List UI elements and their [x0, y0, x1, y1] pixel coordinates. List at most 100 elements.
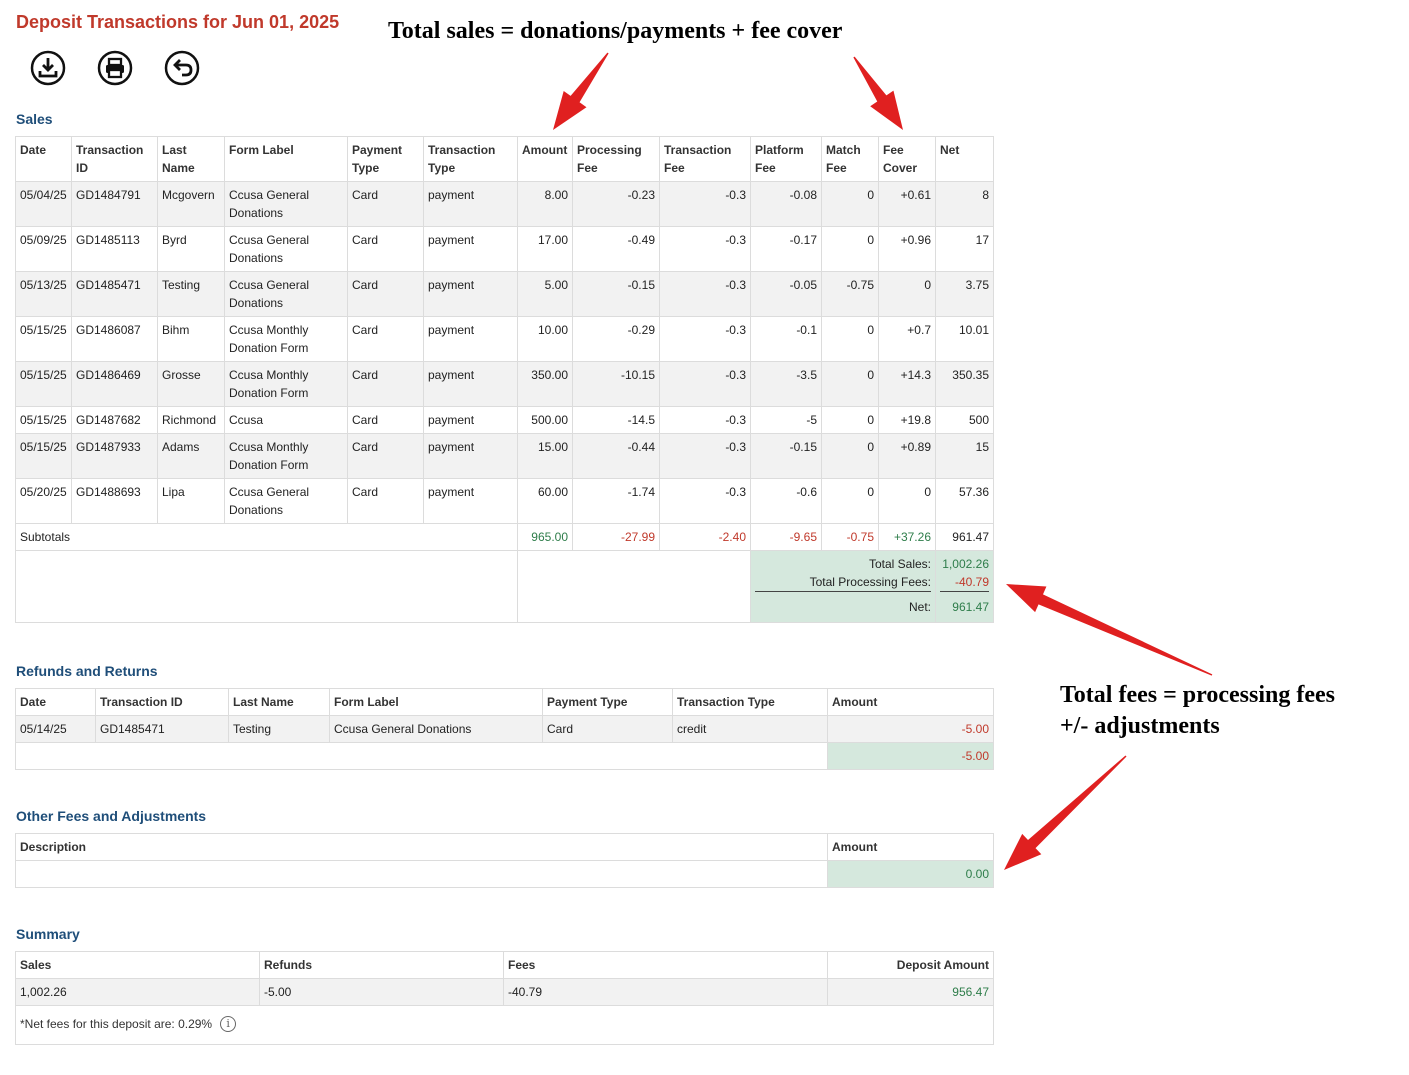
- summary-fees-value: -40.79: [503, 978, 828, 1006]
- sales-last-name: Lipa: [157, 478, 225, 524]
- refunds-col-payment-type[interactable]: Payment Type: [542, 688, 673, 716]
- sales-transaction-id: GD1485471: [71, 271, 158, 317]
- sales-date: 05/15/25: [15, 361, 72, 407]
- sales-transaction-fee: -0.3: [659, 478, 751, 524]
- col-transaction-fee[interactable]: Transaction Fee: [659, 136, 751, 182]
- net-value: 961.47: [952, 600, 989, 614]
- table-row: 05/15/25 GD1486469 Grosse Ccusa Monthly Dona…: [15, 361, 994, 407]
- sales-amount: 15.00: [517, 433, 573, 479]
- summary-col-deposit: Deposit Amount: [827, 951, 994, 979]
- sales-transaction-id: GD1487682: [71, 406, 158, 434]
- refunds-total: -5.00: [827, 742, 994, 770]
- sales-header-row: Date Transaction ID Last Name Form Label P…: [15, 136, 994, 182]
- total-sales-value: 1,002.26: [942, 557, 989, 571]
- refunds-col-transaction-type[interactable]: Transaction Type: [672, 688, 828, 716]
- sales-last-name: Byrd: [157, 226, 225, 272]
- refunds-col-form-label[interactable]: Form Label: [329, 688, 543, 716]
- sales-form-label: Ccusa General Donations: [224, 181, 348, 227]
- col-payment-type[interactable]: Payment Type: [347, 136, 424, 182]
- sales-last-name: Adams: [157, 433, 225, 479]
- summary-section-title: Summary: [16, 926, 80, 942]
- summary-header-row: Sales Refunds Fees Deposit Amount: [15, 951, 994, 979]
- col-net[interactable]: Net: [935, 136, 994, 182]
- refunds-col-date[interactable]: Date: [15, 688, 96, 716]
- sales-last-name: Richmond: [157, 406, 225, 434]
- summary-deposit-value: 956.47: [827, 978, 994, 1006]
- download-button[interactable]: [30, 50, 66, 86]
- refund-amount: -5.00: [827, 715, 994, 743]
- refunds-col-amount[interactable]: Amount: [827, 688, 994, 716]
- download-icon: [30, 50, 66, 86]
- sales-net: 15: [935, 433, 994, 479]
- sales-last-name: Grosse: [157, 361, 225, 407]
- refunds-total-row: -5.00: [15, 742, 994, 770]
- subtotal-processing-fee: -27.99: [572, 523, 660, 551]
- page-title: Deposit Transactions for Jun 01, 2025: [16, 12, 340, 32]
- sales-transaction-fee: -0.3: [659, 181, 751, 227]
- col-amount[interactable]: Amount: [517, 136, 573, 182]
- annotation-total-fees-line1: Total fees = processing fees: [1060, 682, 1335, 708]
- sales-payment-type: Card: [347, 433, 424, 479]
- sales-transaction-type: payment: [423, 433, 518, 479]
- col-date[interactable]: Date: [15, 136, 72, 182]
- sales-form-label: Ccusa General Donations: [224, 271, 348, 317]
- sales-transaction-fee: -0.3: [659, 361, 751, 407]
- sales-match-fee: 0: [821, 406, 879, 434]
- sales-fee-cover: +0.7: [878, 316, 936, 362]
- sales-net: 10.01: [935, 316, 994, 362]
- refund-transaction-id: GD1485471: [95, 715, 229, 743]
- info-icon[interactable]: i: [220, 1016, 237, 1032]
- other-fees-col-amount[interactable]: Amount: [827, 833, 994, 861]
- sales-date: 05/15/25: [15, 316, 72, 362]
- col-processing-fee[interactable]: Processing Fee: [572, 136, 660, 182]
- sales-transaction-fee: -0.3: [659, 226, 751, 272]
- subtotal-net: 961.47: [935, 523, 994, 551]
- total-processing-fees-value: -40.79: [940, 573, 989, 592]
- sales-match-fee: -0.75: [821, 271, 879, 317]
- refunds-col-transaction-id[interactable]: Transaction ID: [95, 688, 229, 716]
- col-transaction-id[interactable]: Transaction ID: [71, 136, 158, 182]
- subtotal-transaction-fee: -2.40: [659, 523, 751, 551]
- sales-processing-fee: -0.29: [572, 316, 660, 362]
- sales-payment-type: Card: [347, 361, 424, 407]
- sales-amount: 500.00: [517, 406, 573, 434]
- subtotal-fee-cover: +37.26: [878, 523, 936, 551]
- subtotal-amount: 965.00: [517, 523, 573, 551]
- sales-form-label: Ccusa: [224, 406, 348, 434]
- col-last-name[interactable]: Last Name: [157, 136, 225, 182]
- summary-table: Sales Refunds Fees Deposit Amount 1,002.…: [15, 951, 994, 1045]
- other-fees-col-description[interactable]: Description: [15, 833, 828, 861]
- back-icon: [164, 50, 200, 86]
- arrow-to-fee-cover-column: [853, 56, 903, 130]
- sales-fee-cover: +0.96: [878, 226, 936, 272]
- sales-amount: 8.00: [517, 181, 573, 227]
- table-row: 05/13/25 GD1485471 Testing Ccusa General Don…: [15, 271, 994, 317]
- back-button[interactable]: [164, 50, 200, 86]
- refund-last-name: Testing: [228, 715, 330, 743]
- sales-platform-fee: -0.1: [750, 316, 822, 362]
- sales-net: 57.36: [935, 478, 994, 524]
- col-platform-fee[interactable]: Platform Fee: [750, 136, 822, 182]
- arrow-to-adjustments: [1004, 755, 1127, 870]
- col-match-fee[interactable]: Match Fee: [821, 136, 879, 182]
- sales-payment-type: Card: [347, 478, 424, 524]
- sales-section-title: Sales: [16, 111, 53, 127]
- sales-match-fee: 0: [821, 478, 879, 524]
- sales-amount: 5.00: [517, 271, 573, 317]
- sales-form-label: Ccusa Monthly Donation Form: [224, 361, 348, 407]
- sales-transaction-fee: -0.3: [659, 406, 751, 434]
- col-form-label[interactable]: Form Label: [224, 136, 348, 182]
- summary-refunds-value: -5.00: [259, 978, 504, 1006]
- print-button[interactable]: [97, 50, 133, 86]
- summary-values-row: 1,002.26 -5.00 -40.79 956.47: [15, 978, 994, 1006]
- toolbar: [30, 50, 200, 86]
- total-processing-fees-label: Total Processing Fees:: [755, 573, 931, 592]
- net-label: Net:: [908, 600, 931, 614]
- sales-match-fee: 0: [821, 226, 879, 272]
- col-transaction-type[interactable]: Transaction Type: [423, 136, 518, 182]
- other-fees-total-row: 0.00: [15, 860, 994, 888]
- col-fee-cover[interactable]: Fee Cover: [878, 136, 936, 182]
- sales-fee-cover: +0.61: [878, 181, 936, 227]
- refunds-col-last-name[interactable]: Last Name: [228, 688, 330, 716]
- sales-net: 350.35: [935, 361, 994, 407]
